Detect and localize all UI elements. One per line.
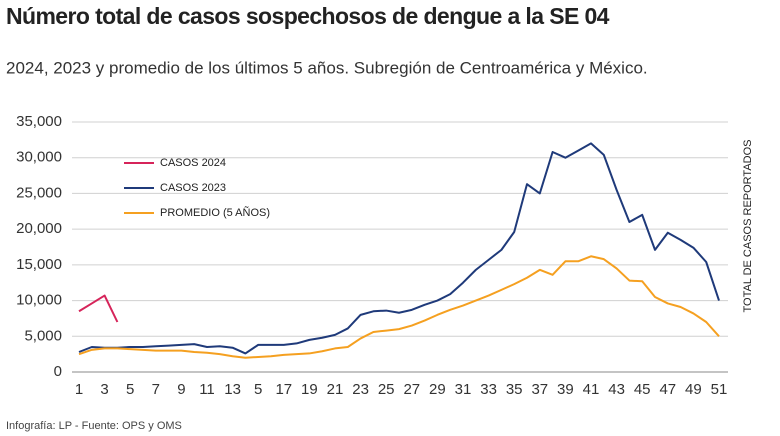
- chart-title: Número total de casos sospechosos de den…: [6, 3, 610, 29]
- source-note: Infografía: LP - Fuente: OPS y OMS: [6, 420, 182, 432]
- x-tick-label: 49: [685, 381, 702, 398]
- x-tick-label: 33: [480, 381, 497, 398]
- y-tick-label: 5,000: [24, 327, 62, 344]
- x-tick-label: 27: [403, 381, 420, 398]
- x-tick-label: 7: [152, 381, 160, 398]
- x-tick-label: 31: [455, 381, 472, 398]
- x-tick-label: 1: [75, 381, 83, 398]
- x-tick-label: 29: [429, 381, 446, 398]
- x-tick-label: 11: [199, 381, 215, 398]
- x-tick-label: 17: [275, 381, 292, 398]
- legend-label: CASOS 2024: [160, 157, 226, 169]
- x-tick-label: 13: [224, 381, 241, 398]
- series-line: [78, 142, 720, 355]
- x-tick-label: 37: [531, 381, 548, 398]
- legend-label: CASOS 2023: [160, 182, 226, 194]
- series-line: [78, 294, 119, 323]
- legend-label: PROMEDIO (5 AÑOS): [160, 206, 270, 219]
- x-tick-label: 23: [352, 381, 369, 398]
- x-tick-label: 5: [254, 381, 262, 398]
- x-tick-label: 47: [659, 381, 676, 398]
- x-tick-label: 43: [608, 381, 625, 398]
- x-tick-label: 35: [506, 381, 523, 398]
- x-tick-label: 45: [634, 381, 651, 398]
- y-tick-label: 30,000: [16, 149, 62, 166]
- y-tick-label: 25,000: [16, 184, 62, 201]
- y-tick-label: 0: [54, 363, 62, 380]
- series-line: [78, 255, 720, 359]
- chart-subtitle: 2024, 2023 y promedio de los últimos 5 a…: [6, 58, 648, 77]
- x-tick-label: 25: [378, 381, 395, 398]
- x-tick-label: 9: [177, 381, 185, 398]
- x-tick-label: 5: [126, 381, 134, 398]
- x-tick-label: 51: [711, 381, 728, 398]
- y-tick-label: 15,000: [16, 256, 62, 273]
- x-tick-label: 41: [583, 381, 600, 398]
- x-tick-label: 19: [301, 381, 318, 398]
- y-tick-label: 10,000: [16, 292, 62, 309]
- y-tick-label: 35,000: [16, 113, 62, 130]
- y-tick-label: 20,000: [16, 220, 62, 237]
- x-tick-label: 3: [100, 381, 108, 398]
- x-tick-label: 39: [557, 381, 574, 398]
- x-tick-label: 21: [327, 381, 344, 398]
- y-axis-label: TOTAL DE CASOS REPORTADOS: [742, 140, 754, 313]
